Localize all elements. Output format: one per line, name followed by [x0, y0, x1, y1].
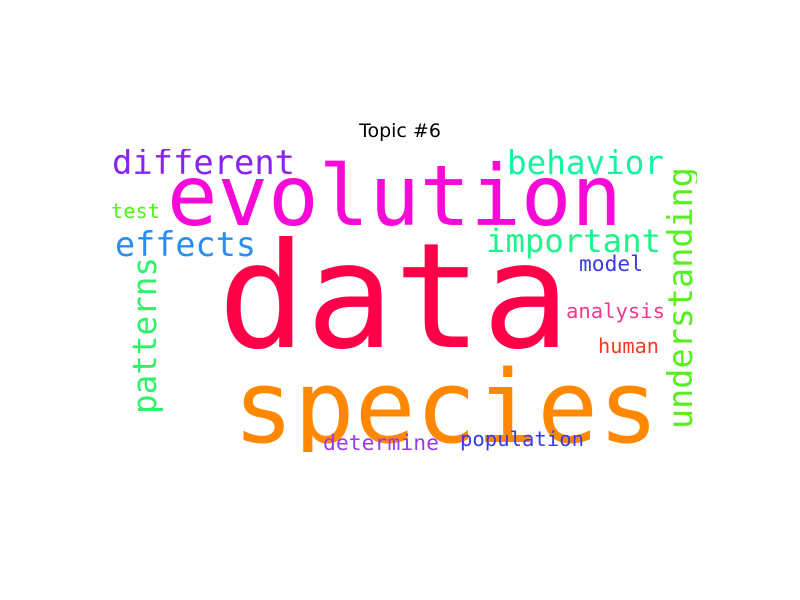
- word-evolution: evolution: [167, 149, 622, 246]
- word-human: human: [598, 333, 659, 358]
- word-test: test: [111, 199, 160, 224]
- word-effects: effects: [115, 224, 256, 264]
- word-data: data: [218, 211, 570, 382]
- word-determine: determine: [323, 430, 439, 452]
- word-species: species: [233, 348, 659, 452]
- word-understanding: understanding: [661, 167, 697, 429]
- word-analysis: analysis: [566, 299, 665, 324]
- word-population: population: [460, 427, 584, 452]
- word-model: model: [579, 252, 643, 278]
- word-different: different: [112, 149, 295, 183]
- word-cloud: data evolution species different behavio…: [105, 149, 697, 452]
- word-important: important: [486, 221, 661, 260]
- figure-title: Topic #6: [359, 120, 441, 142]
- word-patterns: patterns: [125, 257, 164, 414]
- word-behavior: behavior: [507, 149, 664, 182]
